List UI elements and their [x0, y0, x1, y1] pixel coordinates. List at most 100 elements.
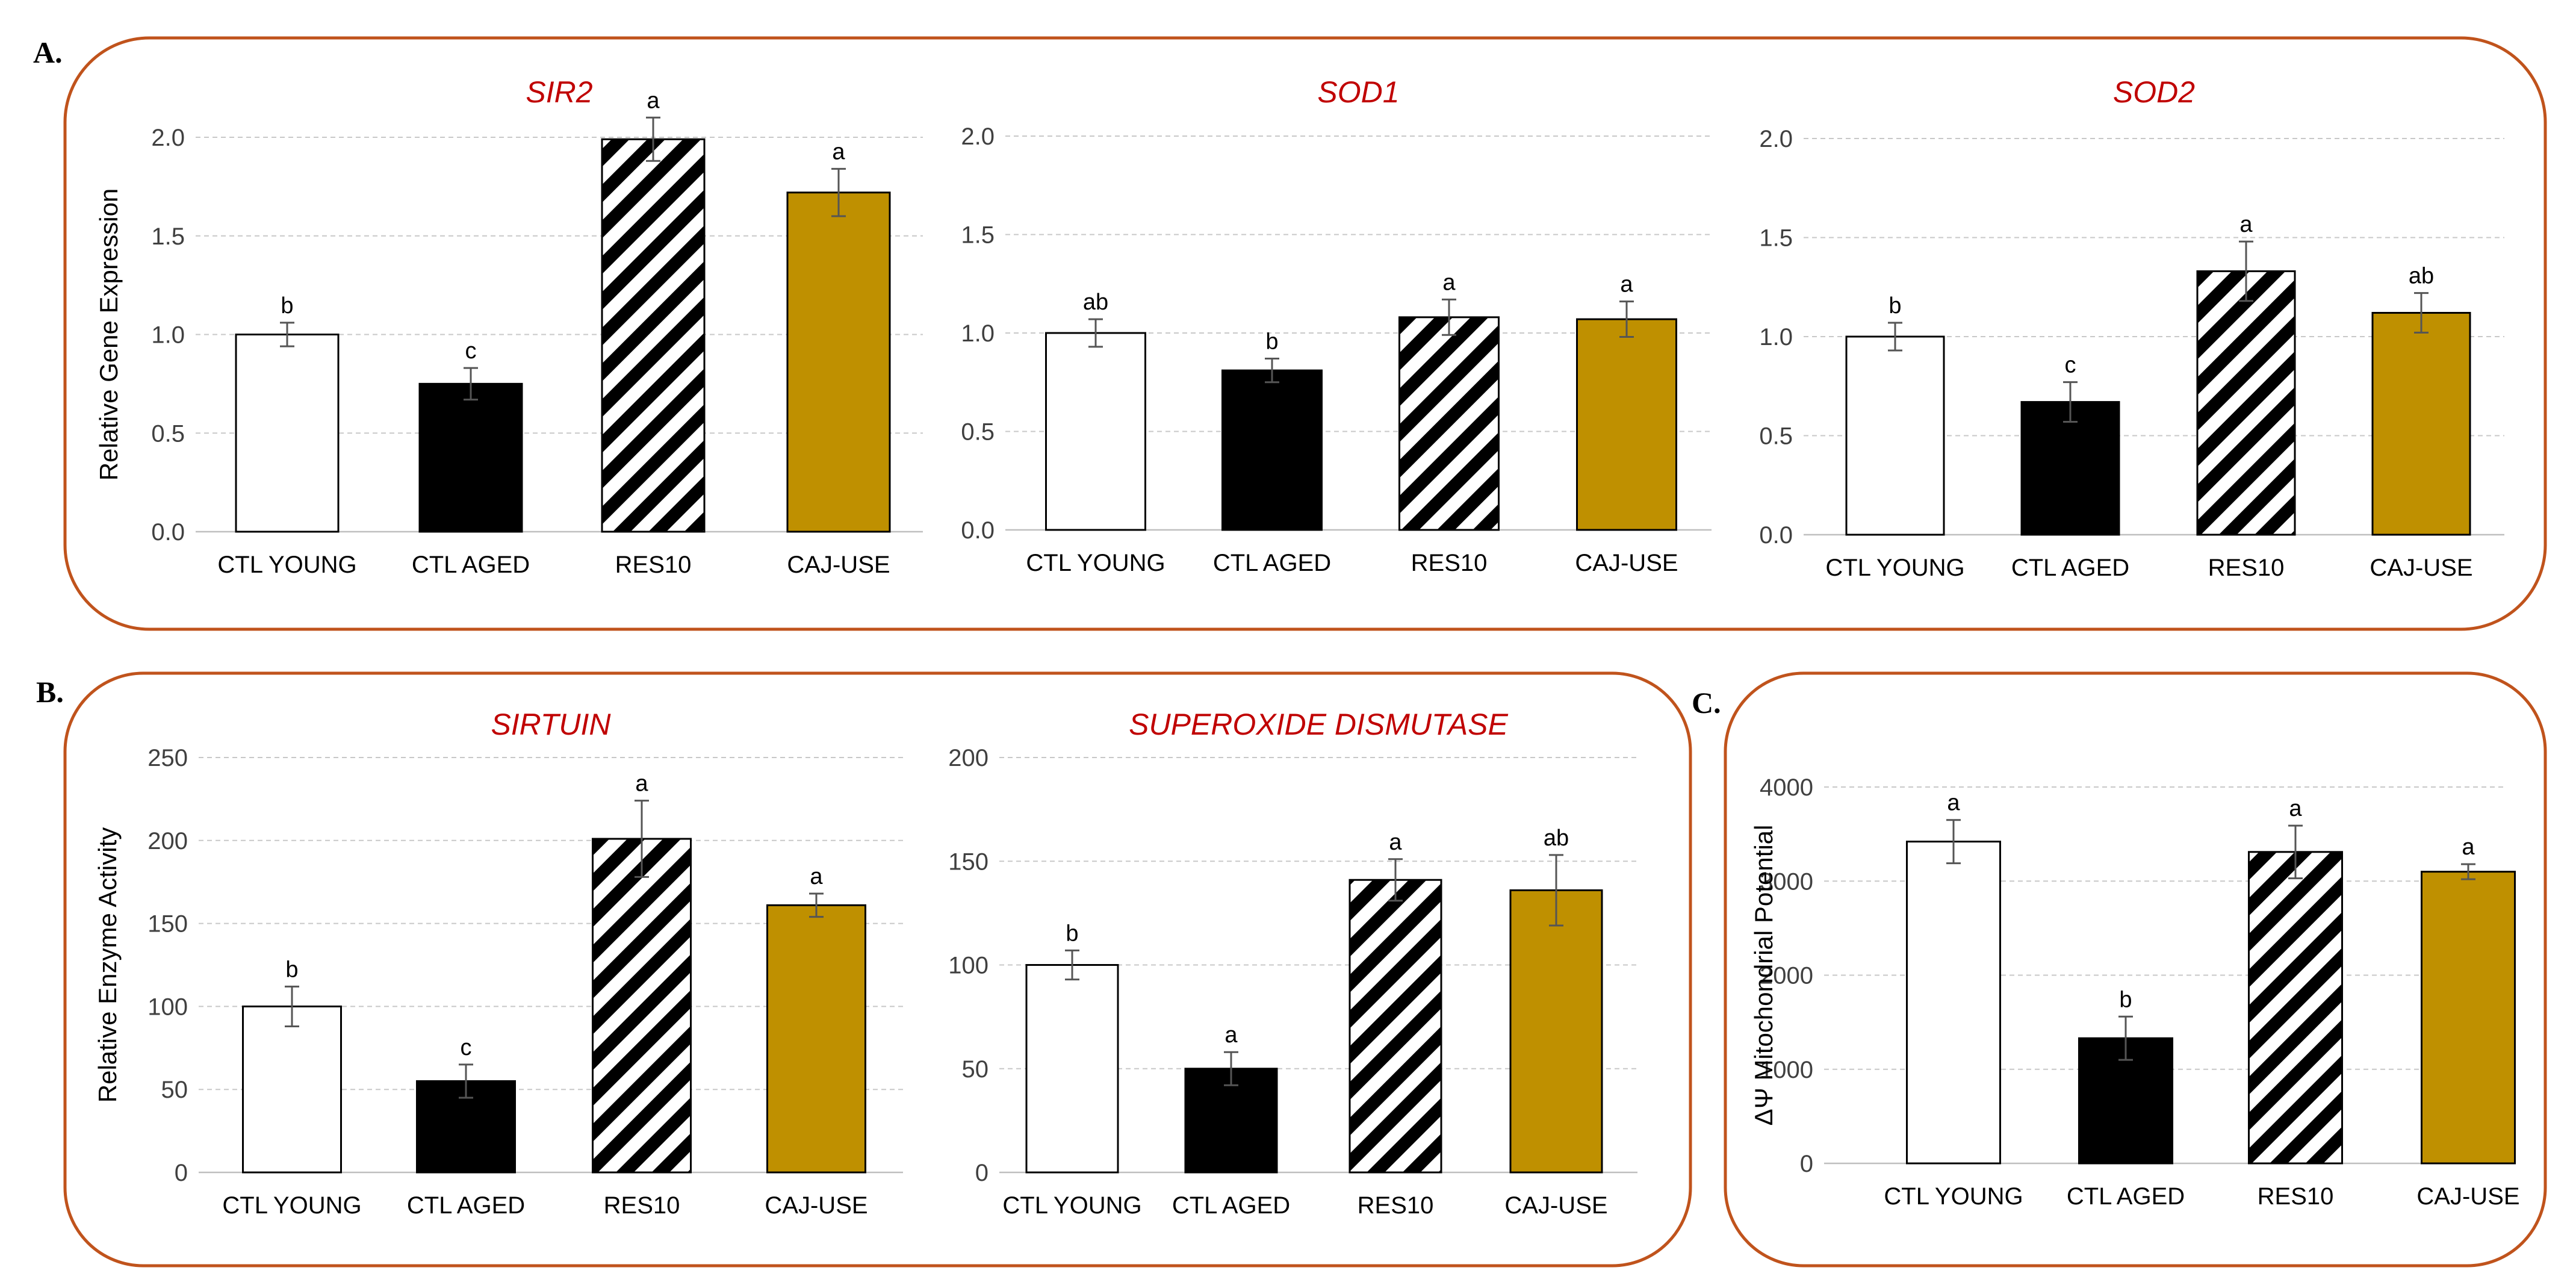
significance-label: a	[635, 771, 648, 797]
bar-res10	[601, 138, 706, 533]
y-tick-label: 100	[147, 994, 188, 1020]
x-tick-label: CTL AGED	[2067, 1183, 2185, 1210]
x-tick-label: CTL YOUNG	[222, 1192, 361, 1219]
chart-title: SUPEROXIDE DISMUTASE	[1129, 708, 1508, 741]
x-tick-label: CAJ-USE	[1504, 1192, 1607, 1219]
y-tick-label: 1000	[1760, 1057, 1813, 1083]
y-tick-label: 2000	[1760, 963, 1813, 989]
x-tick-label: CAJ-USE	[765, 1192, 867, 1219]
x-tick-label: CTL AGED	[412, 552, 530, 578]
y-tick-label: 0	[975, 1160, 989, 1186]
y-tick-label: 0.0	[961, 517, 995, 544]
bar-res10	[1349, 879, 1442, 1174]
bar-caj-use	[1576, 318, 1677, 531]
significance-label: a	[1224, 1022, 1238, 1048]
y-tick-label: 1.0	[1759, 324, 1793, 350]
chart-title: SIR2	[526, 75, 592, 109]
significance-label: b	[1265, 329, 1278, 355]
chart-1: 0.0 0.5 1.0 1.5 2.0 SOD1 ab CTL YOUNG b CTL AGED a…	[961, 75, 1712, 576]
x-tick-label: RES10	[604, 1192, 680, 1219]
y-tick-label: 2.0	[1759, 126, 1793, 152]
significance-label: a	[2462, 835, 2475, 860]
significance-label: c	[465, 338, 477, 364]
x-tick-label: CAJ-USE	[1575, 550, 1678, 576]
significance-label: ab	[2409, 264, 2434, 289]
bar-caj-use	[1509, 889, 1603, 1174]
x-tick-label: RES10	[1411, 550, 1488, 576]
chart-3: 0 50 100 150 200 250 SIRTUIN Relative Enzyme Ac…	[93, 708, 903, 1219]
y-tick-label: 150	[147, 911, 188, 938]
x-tick-label: CTL AGED	[2011, 555, 2129, 581]
x-tick-label: CTL YOUNG	[1884, 1183, 2023, 1210]
y-axis-title: Relative Enzyme Activity	[93, 827, 122, 1103]
y-tick-label: 0.0	[1759, 522, 1793, 549]
y-tick-label: 0	[175, 1160, 188, 1186]
bar-caj-use	[2421, 871, 2516, 1165]
y-tick-label: 0	[1800, 1151, 1813, 1177]
chart-title: SOD2	[2113, 75, 2195, 109]
x-tick-label: CTL YOUNG	[1825, 555, 1964, 581]
significance-label: a	[1389, 830, 1402, 855]
y-tick-label: 1.5	[151, 223, 185, 250]
bar-caj-use	[766, 904, 866, 1174]
significance-label: a	[1442, 270, 1456, 295]
significance-label: b	[2119, 987, 2132, 1012]
x-tick-label: CTL YOUNG	[217, 552, 356, 578]
panel-a-frame	[63, 36, 2547, 631]
y-tick-label: 50	[161, 1077, 188, 1103]
x-tick-label: CTL YOUNG	[1026, 550, 1165, 576]
bar-ctl-aged	[2020, 401, 2120, 536]
bar-res10	[2196, 270, 2296, 536]
y-tick-label: 3000	[1760, 868, 1813, 895]
y-tick-label: 2.0	[151, 125, 185, 151]
y-tick-label: 2.0	[961, 123, 995, 150]
y-axis-title: Relative Gene Expression	[95, 188, 123, 481]
y-tick-label: 1.5	[1759, 225, 1793, 252]
x-tick-label: RES10	[1358, 1192, 1434, 1219]
charts-layer: 0.0 0.5 1.0 1.5 2.0 SIR2 Relative Gene Express…	[93, 75, 2520, 1219]
bar-ctl-young	[1906, 841, 2001, 1165]
significance-label: b	[1889, 293, 1901, 319]
x-tick-label: RES10	[2208, 555, 2285, 581]
significance-label: a	[2239, 212, 2253, 237]
y-tick-label: 200	[948, 745, 989, 771]
x-tick-label: CTL AGED	[1213, 550, 1331, 576]
significance-label: b	[1066, 921, 1078, 946]
bar-ctl-young	[235, 334, 340, 533]
bar-res10	[592, 838, 692, 1174]
significance-label: a	[1620, 272, 1633, 297]
chart-0: 0.0 0.5 1.0 1.5 2.0 SIR2 Relative Gene Express…	[95, 75, 923, 578]
y-tick-label: 0.5	[1759, 423, 1793, 450]
y-tick-label: 250	[147, 745, 188, 771]
x-tick-label: CTL AGED	[407, 1192, 525, 1219]
bar-ctl-young	[1845, 335, 1945, 536]
x-tick-label: CAJ-USE	[2416, 1183, 2519, 1210]
chart-title: SOD1	[1317, 75, 1399, 109]
panel-b-frame	[63, 671, 1692, 1268]
bar-caj-use	[2371, 312, 2471, 536]
significance-label: a	[2289, 796, 2302, 821]
bar-ctl-young	[1045, 332, 1146, 531]
panel-b-letter: B.	[36, 675, 64, 709]
significance-label: c	[461, 1035, 472, 1060]
significance-label: b	[285, 957, 298, 982]
bar-ctl-aged	[418, 382, 523, 533]
y-tick-label: 1.5	[961, 222, 995, 249]
x-tick-label: RES10	[2258, 1183, 2334, 1210]
significance-label: a	[810, 864, 823, 889]
y-tick-label: 0.5	[151, 420, 185, 447]
significance-label: c	[2065, 353, 2076, 378]
panel-c-frame	[1724, 671, 2547, 1268]
significance-label: a	[832, 139, 845, 164]
chart-4: 0 50 100 150 200 SUPEROXIDE DISMUTASE b CTL YOU…	[948, 708, 1637, 1219]
significance-label: b	[281, 293, 293, 319]
bar-res10	[1398, 316, 1500, 531]
y-tick-label: 0.0	[151, 519, 185, 546]
y-tick-label: 200	[147, 828, 188, 854]
x-tick-label: CTL YOUNG	[1002, 1192, 1141, 1219]
significance-label: ab	[1544, 826, 1569, 851]
bar-res10	[2248, 851, 2343, 1165]
y-tick-label: 1.0	[961, 320, 995, 347]
bar-ctl-young	[1025, 964, 1119, 1174]
